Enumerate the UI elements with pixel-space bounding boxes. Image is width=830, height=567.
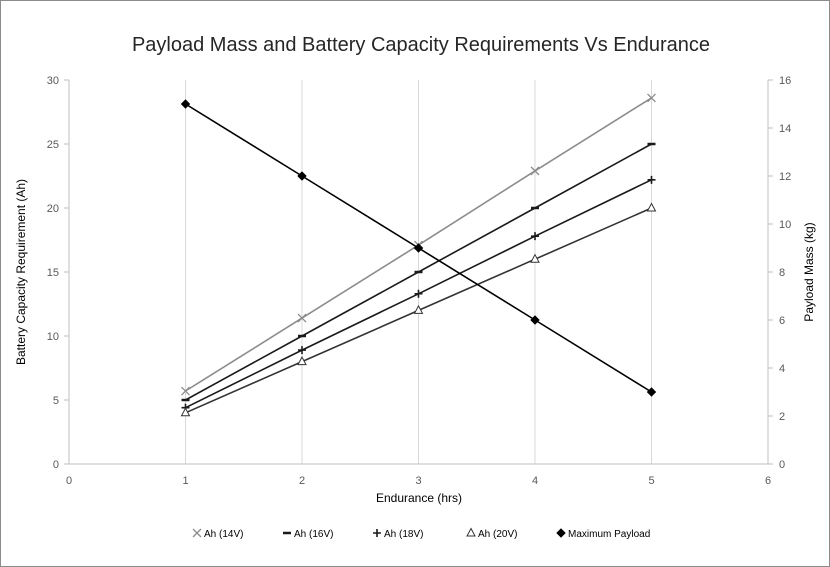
- x-marker: [530, 166, 540, 176]
- y-right-axis-title: Payload Mass (kg): [802, 222, 816, 321]
- legend-label: Maximum Payload: [568, 529, 650, 540]
- y-right-tick-label: 12: [779, 171, 791, 183]
- y-right-tick-label: 16: [779, 75, 791, 87]
- y-left-tick-label: 15: [47, 267, 59, 279]
- x-tick-label: 6: [765, 475, 771, 487]
- legend-label: Ah (18V): [384, 529, 423, 540]
- legend-item: Maximum Payload: [556, 528, 650, 540]
- triangle-marker: [466, 527, 476, 537]
- triangle-marker: [297, 356, 307, 366]
- x-marker: [181, 386, 190, 396]
- y-left-tick-label: 0: [53, 459, 59, 471]
- y-left-tick-label: 10: [47, 331, 59, 343]
- series-4: [180, 202, 657, 417]
- chart-title: Payload Mass and Battery Capacity Requir…: [132, 34, 710, 56]
- y-right-tick-label: 14: [779, 123, 791, 135]
- legend-label: Ah (14V): [204, 529, 243, 540]
- triangle-marker: [180, 407, 191, 417]
- x-marker: [297, 313, 307, 323]
- x-tick-label: 5: [648, 475, 654, 487]
- triangle-marker: [413, 304, 424, 314]
- y-left-tick-label: 30: [47, 75, 59, 87]
- series-layer: [180, 93, 657, 417]
- triangle-marker: [530, 253, 540, 263]
- y-left-axis-title: Battery Capacity Requirement (Ah): [14, 179, 28, 365]
- legend-item: Ah (20V): [466, 527, 517, 540]
- y-left-tick-label: 5: [53, 395, 59, 407]
- x-tick-label: 1: [182, 475, 188, 487]
- x-marker: [192, 528, 202, 538]
- legend: Ah (14V) Ah (16V) Ah (18V) Ah (20V) Maximum …: [192, 527, 650, 540]
- plus-marker: [531, 232, 539, 241]
- x-marker: [647, 93, 656, 103]
- series-5: [180, 99, 657, 397]
- series-2: [181, 142, 656, 402]
- x-tick-label: 0: [66, 475, 72, 487]
- x-axis-title: Endurance (hrs): [376, 491, 462, 505]
- diamond-marker: [646, 387, 657, 397]
- plus-marker: [373, 529, 381, 537]
- legend-item: Ah (14V): [192, 528, 243, 540]
- y-right-tick-label: 10: [779, 219, 791, 231]
- y-right-tick-label: 0: [779, 459, 785, 471]
- diamond-marker: [556, 528, 566, 538]
- legend-item: Ah (18V): [373, 529, 423, 540]
- x-tick-label: 4: [532, 475, 538, 487]
- diamond-marker: [530, 315, 540, 325]
- legend-label: Ah (16V): [294, 529, 333, 540]
- y-right-tick-label: 2: [779, 411, 785, 423]
- y-right-tick-label: 6: [779, 315, 785, 327]
- diamond-marker: [297, 171, 307, 181]
- x-tick-label: 3: [415, 475, 421, 487]
- y-right-tick-label: 4: [779, 363, 785, 375]
- triangle-marker: [646, 202, 657, 212]
- plus-marker: [298, 346, 306, 355]
- legend-label: Ah (20V): [478, 529, 517, 540]
- plus-marker: [414, 289, 423, 298]
- diamond-marker: [413, 243, 424, 253]
- diamond-marker: [180, 99, 191, 109]
- y-left-tick-label: 25: [47, 139, 59, 151]
- plus-marker: [647, 175, 656, 184]
- legend-item: Ah (16V): [283, 529, 333, 540]
- y-left-tick-label: 20: [47, 203, 59, 215]
- y-right-tick-label: 8: [779, 267, 785, 279]
- x-tick-label: 2: [299, 475, 305, 487]
